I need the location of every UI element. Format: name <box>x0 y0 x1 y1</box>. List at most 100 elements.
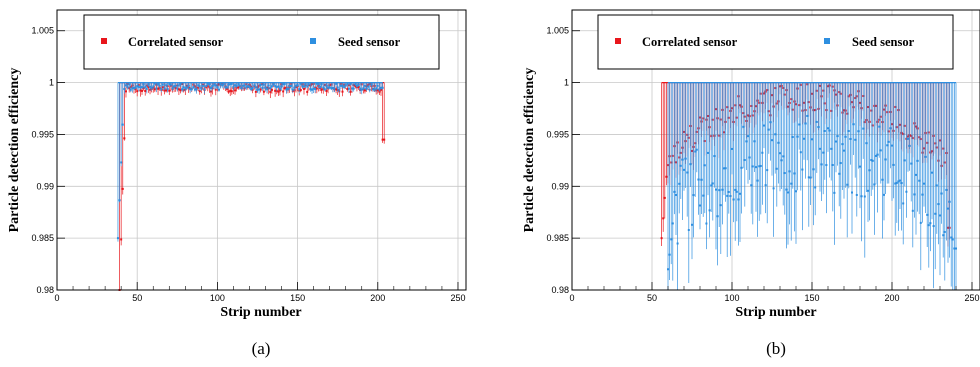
data-point <box>171 87 174 90</box>
data-point <box>158 84 161 87</box>
data-point <box>851 191 853 194</box>
data-point <box>943 230 946 233</box>
data-point <box>200 87 203 90</box>
data-point <box>878 125 881 128</box>
y-tick-label: 0.985 <box>31 233 54 243</box>
data-point <box>168 89 171 92</box>
data-point <box>272 83 275 86</box>
data-point <box>248 85 251 88</box>
data-point <box>814 186 817 189</box>
x-tick-label: 150 <box>290 293 305 303</box>
data-point <box>237 83 240 86</box>
data-point <box>897 180 900 183</box>
data-point <box>208 83 211 86</box>
data-point <box>227 83 230 86</box>
data-point <box>222 83 225 86</box>
data-point <box>804 122 807 125</box>
data-point <box>145 87 148 90</box>
x-tick-label: 0 <box>569 293 574 303</box>
y-tick-label: 0.99 <box>551 181 569 191</box>
data-point <box>141 86 144 89</box>
data-point <box>718 189 721 192</box>
data-point <box>751 165 754 168</box>
series-seed <box>116 81 384 242</box>
caption-b: (b) <box>766 339 786 358</box>
data-point <box>129 88 132 91</box>
data-point <box>913 193 916 196</box>
data-point <box>927 224 930 227</box>
data-point <box>750 184 753 187</box>
data-point <box>262 90 265 93</box>
data-point <box>708 209 711 212</box>
data-point <box>303 87 306 90</box>
series-markers <box>660 81 957 290</box>
data-point <box>137 85 140 88</box>
data-point <box>820 163 823 166</box>
data-point <box>123 137 126 140</box>
data-point <box>819 147 821 150</box>
data-point <box>264 86 267 89</box>
data-point <box>235 85 238 88</box>
data-point <box>282 90 285 93</box>
x-ticks: 0 50 100 150 200 250 <box>54 282 465 303</box>
data-point <box>716 215 719 218</box>
data-point <box>711 182 714 185</box>
data-point <box>163 89 166 92</box>
data-point <box>691 223 693 226</box>
data-point <box>662 217 665 220</box>
data-point <box>381 86 384 89</box>
data-point <box>181 88 184 91</box>
data-point <box>796 135 799 138</box>
data-point <box>801 168 804 171</box>
data-point <box>370 83 373 86</box>
caption-a: (a) <box>252 339 271 358</box>
data-point <box>731 147 733 150</box>
data-point <box>306 90 309 93</box>
data-point <box>261 86 264 89</box>
data-point <box>357 83 360 86</box>
data-point <box>229 89 232 92</box>
data-point <box>737 198 740 201</box>
data-point <box>303 85 306 88</box>
data-point <box>795 190 797 193</box>
data-point <box>278 89 281 92</box>
data-point <box>226 86 229 89</box>
data-point <box>325 89 328 92</box>
data-point <box>660 237 663 240</box>
data-point <box>192 86 195 89</box>
data-point <box>363 89 366 92</box>
data-point <box>325 84 328 87</box>
data-point <box>262 83 265 86</box>
data-point <box>868 169 871 172</box>
data-point <box>254 86 257 89</box>
data-point <box>727 190 730 193</box>
data-point <box>747 135 749 138</box>
data-point <box>341 90 344 93</box>
data-point <box>209 86 212 89</box>
data-point <box>675 193 677 196</box>
data-point <box>317 83 320 86</box>
data-point <box>139 89 142 92</box>
data-point <box>120 161 123 164</box>
data-point <box>343 86 346 89</box>
plot-frame-border <box>56 9 467 291</box>
data-point <box>269 90 272 93</box>
data-point <box>275 86 278 89</box>
data-point <box>694 150 697 153</box>
data-point <box>349 90 352 93</box>
data-point <box>286 87 289 90</box>
data-point <box>141 89 144 92</box>
data-point <box>153 82 156 85</box>
data-point <box>759 164 762 167</box>
data-point <box>707 151 709 154</box>
data-point <box>919 221 922 224</box>
x-tick-label: 250 <box>450 293 465 303</box>
data-point <box>734 188 737 191</box>
data-point <box>681 158 684 161</box>
data-point <box>160 88 163 91</box>
data-point <box>705 222 708 225</box>
data-point <box>886 144 889 147</box>
data-point <box>354 83 357 86</box>
data-point <box>224 86 227 89</box>
data-point <box>775 167 778 170</box>
